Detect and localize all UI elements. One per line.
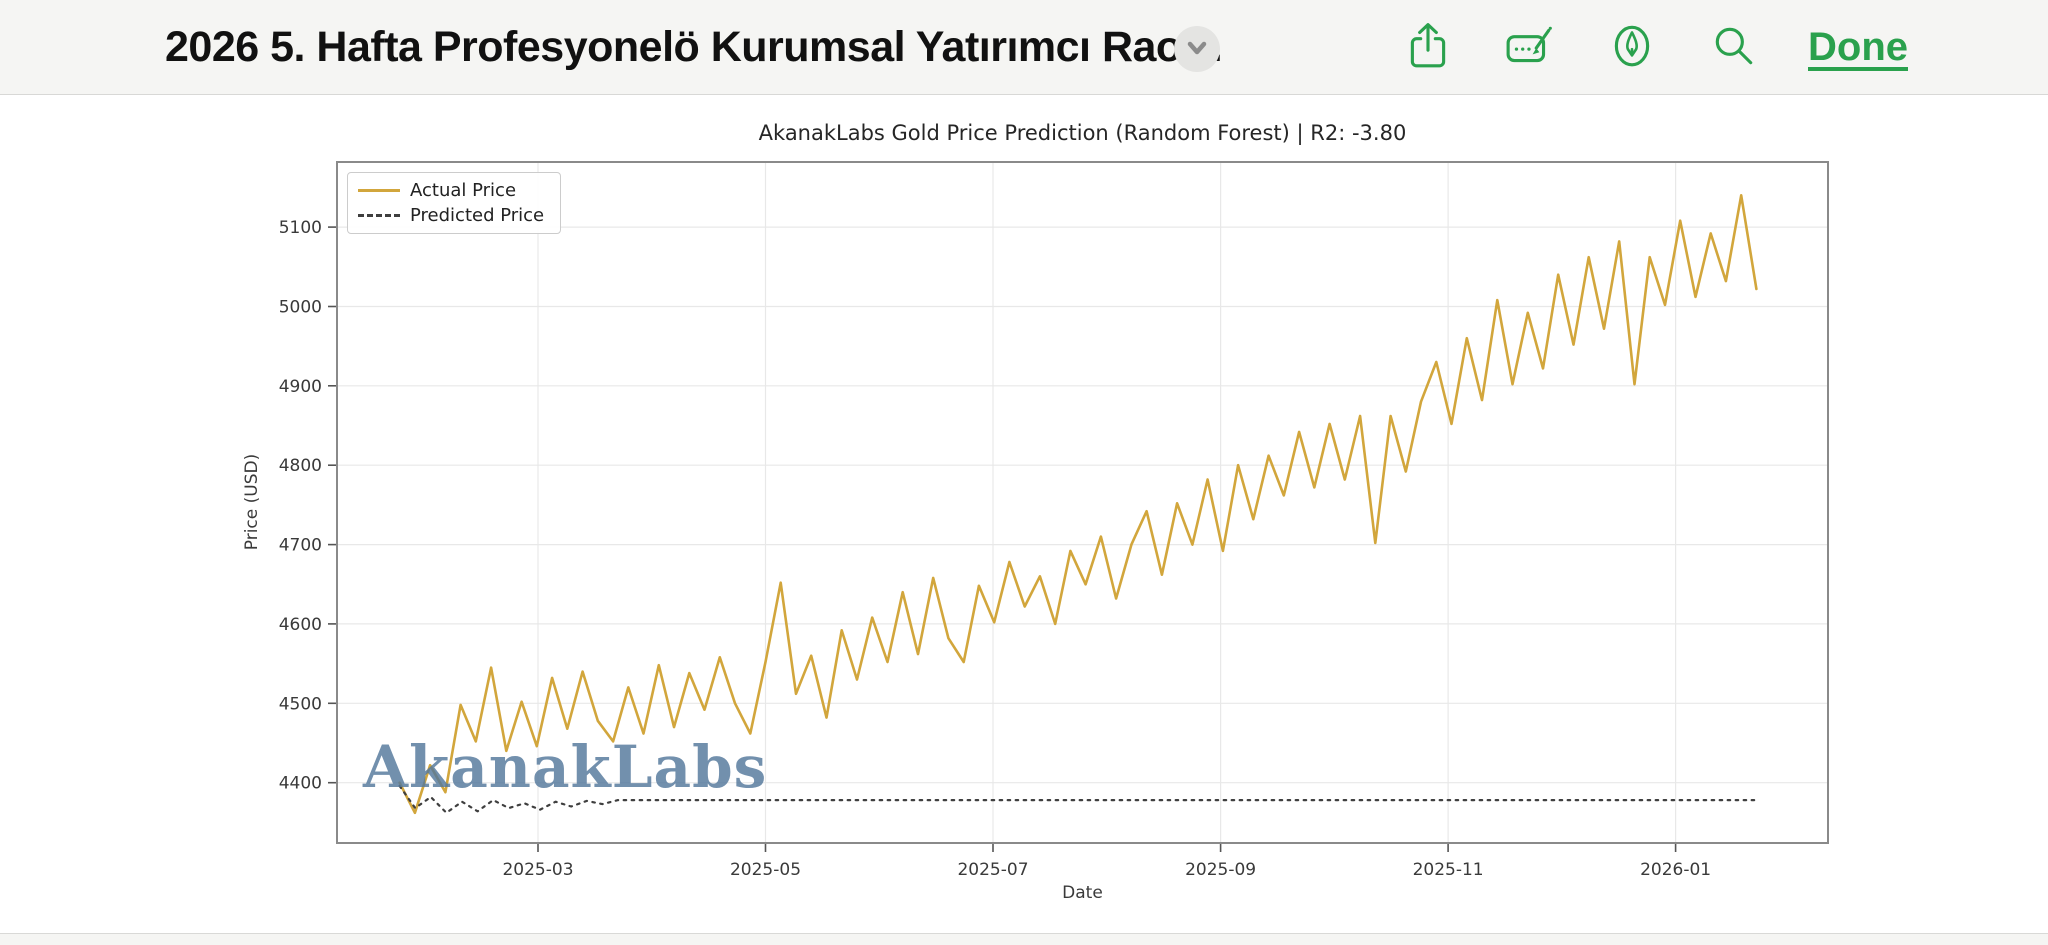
y-axis-label: Price (USD) xyxy=(242,453,262,551)
chart-title: AkanakLabs Gold Price Prediction (Random… xyxy=(758,121,1407,145)
bottom-bar xyxy=(0,933,2048,945)
y-tick-label: 5100 xyxy=(279,218,322,238)
chart-canvas: 4400 4500 4600 4700 4800 4900 5000 5100 2025-03 2… xyxy=(279,161,1829,880)
predicted-line-swatch xyxy=(358,214,400,217)
done-button[interactable]: Done xyxy=(1808,25,1908,69)
x-tick-label: 2025-11 xyxy=(1413,860,1484,880)
x-tick-label: 2025-09 xyxy=(1185,860,1256,880)
legend-item-predicted: Predicted Price xyxy=(358,205,550,226)
search-icon xyxy=(1710,22,1758,73)
legend-item-actual: Actual Price xyxy=(358,180,550,201)
predicted-price-line xyxy=(398,784,1758,814)
chart-legend: Actual Price Predicted Price xyxy=(347,172,561,234)
legend-label-predicted: Predicted Price xyxy=(410,205,545,226)
preview-header: 2026 5. Hafta Profesyonelö Kurumsal Yatı… xyxy=(0,0,2048,95)
x-tick-label: 2025-07 xyxy=(957,860,1028,880)
y-tick-label: 4900 xyxy=(279,377,322,397)
legend-label-actual: Actual Price xyxy=(410,180,517,201)
watermark-text: AkanakLabs xyxy=(363,733,768,801)
pen-circle-button[interactable] xyxy=(1604,20,1660,76)
y-tick-label: 4600 xyxy=(279,615,322,635)
actual-price-line xyxy=(398,194,1758,815)
x-tick-label: 2025-03 xyxy=(502,860,573,880)
x-tick-label: 2025-05 xyxy=(730,860,801,880)
chevron-down-icon xyxy=(1180,31,1214,68)
y-tick-label: 5000 xyxy=(279,298,322,318)
header-actions: Done xyxy=(1400,0,2048,95)
title-options-button[interactable] xyxy=(1174,26,1220,72)
share-button[interactable] xyxy=(1400,20,1456,76)
markup-button[interactable] xyxy=(1502,20,1558,76)
x-tick-label: 2026-01 xyxy=(1640,860,1711,880)
y-tick-label: 4500 xyxy=(279,694,322,714)
actual-line-swatch xyxy=(358,189,400,192)
pen-circle-icon xyxy=(1609,21,1655,74)
y-tick-label: 4400 xyxy=(279,774,322,794)
markup-icon xyxy=(1505,23,1555,72)
y-tick-label: 4700 xyxy=(279,536,322,556)
share-icon xyxy=(1405,21,1451,74)
x-axis-label: Date xyxy=(1062,883,1103,903)
document-title[interactable]: 2026 5. Hafta Profesyonelö Kurumsal Yatı… xyxy=(165,23,1225,71)
search-button[interactable] xyxy=(1706,20,1762,76)
document-preview[interactable]: AkanakLabs Gold Price Prediction (Random… xyxy=(0,95,2048,933)
y-tick-label: 4800 xyxy=(279,456,322,476)
